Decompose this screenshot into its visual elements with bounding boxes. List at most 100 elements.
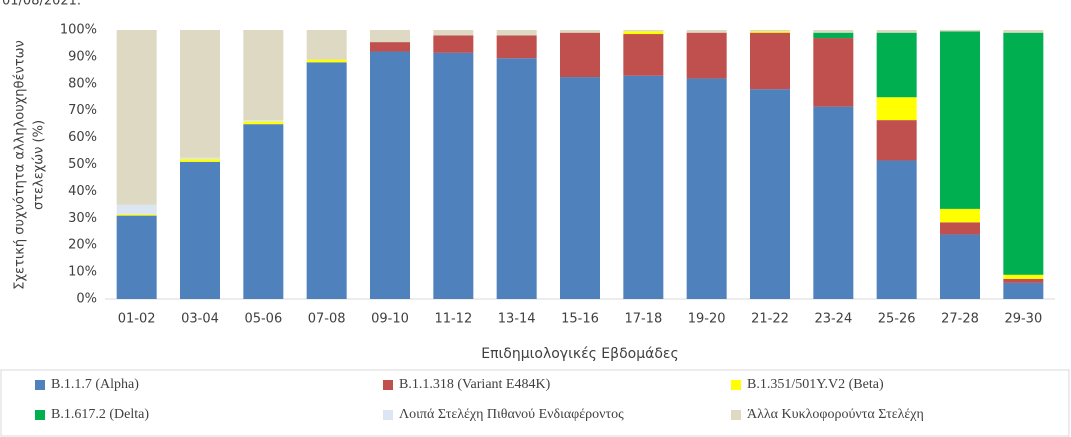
bar-segment (750, 32, 790, 90)
bar-segment (813, 106, 854, 299)
y-axis-title: Σχετική συχνότητα αλληλουχηθέντων στελεχ… (13, 40, 47, 289)
bar-segment (623, 75, 664, 299)
bar-segment (1003, 30, 1044, 33)
bar-segment (876, 120, 917, 161)
y-tick-label: 70% (68, 103, 97, 118)
bar-segment (876, 160, 917, 299)
bar-segment (940, 222, 980, 235)
legend-swatch (383, 410, 393, 420)
bar-segment (1003, 282, 1044, 299)
bar-segment (813, 30, 854, 33)
legend-box (0, 369, 1070, 437)
bar-segment (370, 42, 410, 52)
bar-segment (686, 30, 727, 33)
bar-segment (750, 89, 790, 300)
y-tick-label: 90% (68, 49, 97, 64)
bar-segment (433, 30, 474, 36)
bar-segment (116, 30, 157, 205)
bar-segment (116, 204, 157, 215)
bar-segment (243, 120, 284, 122)
x-tick-label: 15-16 (561, 312, 599, 327)
legend-label: Λοιπά Στελέχη Πιθανού Ενδιαφέροντος (399, 407, 624, 422)
bar-segment (1003, 274, 1044, 279)
x-tick-label: 01-02 (118, 312, 156, 327)
bar-segment (560, 30, 600, 33)
bar-segment (686, 78, 727, 299)
x-tick-label: 25-26 (878, 312, 916, 327)
bar-segment (243, 30, 284, 121)
bar-segment (496, 30, 537, 36)
x-tick-label: 27-28 (941, 312, 979, 327)
y-axis-title-line: Σχετική συχνότητα αλληλουχηθέντων (13, 40, 28, 289)
y-tick-label: 80% (68, 76, 97, 91)
x-tick-label: 13-14 (498, 312, 536, 327)
bar-segment (180, 161, 220, 299)
bar-segment (940, 234, 980, 299)
x-tick-label: 09-10 (371, 312, 409, 327)
bar-segment (876, 97, 917, 121)
caption: 01/08/2021. (2, 0, 81, 9)
legend-label: Άλλα Κυκλοφορούντα Στελέχη (747, 407, 924, 422)
legend-swatch (35, 380, 45, 390)
bar-segment (496, 58, 537, 300)
legend-label: B.1.351/501Y.V2 (Beta) (747, 377, 884, 392)
bar-segment (1003, 32, 1044, 275)
bar-segment (623, 31, 664, 35)
y-tick-label: 30% (68, 211, 97, 226)
bar-segment (496, 35, 537, 59)
y-tick-label: 50% (68, 157, 97, 172)
x-tick-label: 29-30 (1004, 312, 1042, 327)
bar-segment (243, 124, 284, 300)
bar-segment (623, 34, 664, 76)
bar-segment (813, 38, 854, 107)
y-tick-label: 60% (68, 130, 97, 145)
bar-segment (306, 30, 347, 60)
bar-segment (306, 59, 347, 63)
bar-segment (876, 32, 917, 98)
bar-segment (940, 208, 980, 223)
x-tick-label: 23-24 (814, 312, 852, 327)
x-axis-title: Επιδημιολογικές Εβδομάδες (481, 346, 678, 362)
y-tick-label: 100% (60, 23, 97, 38)
legend-label: B.1.1.318 (Variant E484K) (399, 377, 551, 392)
y-axis-title-line: στελεχών (%) (32, 120, 47, 210)
bar-segment (940, 31, 980, 209)
bar-segment (433, 35, 474, 53)
legend-swatch (731, 380, 741, 390)
y-tick-label: 10% (68, 265, 97, 280)
bar-segment (433, 52, 474, 299)
x-tick-label: 17-18 (624, 312, 662, 327)
legend-label: B.1.1.7 (Alpha) (51, 377, 139, 392)
bar-segment (560, 32, 600, 78)
x-tick-label: 07-08 (308, 312, 346, 327)
legend-label: B.1.617.2 (Delta) (51, 407, 149, 422)
bar-segment (116, 214, 157, 216)
bar-segment (560, 77, 600, 299)
bar-segment (370, 51, 410, 299)
bar-segment (180, 30, 220, 158)
bar-segment (180, 159, 220, 162)
bar-segment (180, 157, 220, 160)
bar-segment (1003, 278, 1044, 283)
y-tick-label: 40% (68, 184, 97, 199)
bar-segment (813, 32, 854, 39)
bar-segment (243, 121, 284, 125)
legend-swatch (383, 380, 393, 390)
bar-segment (876, 30, 917, 33)
y-tick-label: 0% (76, 292, 97, 307)
x-tick-label: 19-20 (688, 312, 726, 327)
bar-segment (750, 31, 790, 33)
legend-swatch (731, 410, 741, 420)
bar-segment (306, 62, 347, 299)
bar-segment (940, 30, 980, 32)
bar-segment (750, 30, 790, 32)
bar-segment (370, 30, 410, 43)
x-tick-label: 11-12 (434, 312, 472, 327)
bar-segment (686, 32, 727, 79)
legend-swatch (35, 410, 45, 420)
bar-segment (116, 215, 157, 299)
y-tick-label: 20% (68, 238, 97, 253)
x-tick-label: 03-04 (181, 312, 219, 327)
bar-segment (623, 30, 664, 32)
